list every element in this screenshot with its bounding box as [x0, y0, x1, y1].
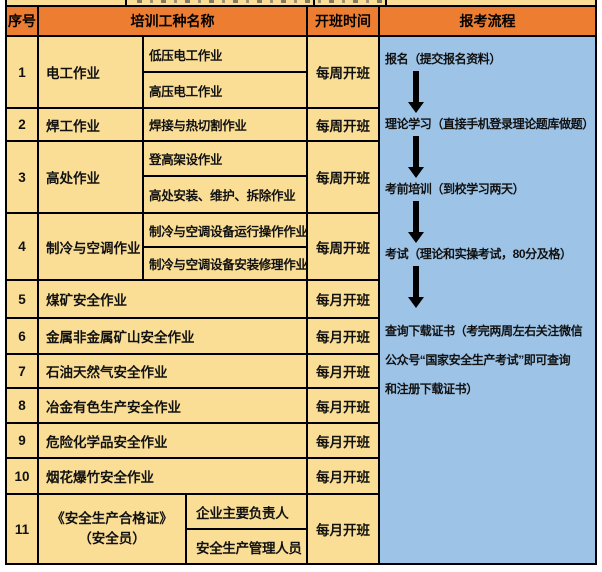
row-11-split-cell: 《安全生产合格证》 （安全员） 企业主要负责人 安全生产管理人员 — [39, 495, 306, 563]
row-7-course-name: 石油天然气安全作业 — [39, 355, 306, 387]
row-11-number: 11 — [7, 495, 37, 563]
arrow-down-icon — [408, 136, 424, 178]
flow-step-theory-study: 理论学习（直接手机登录理论题库做题） — [385, 117, 594, 131]
flow-final-line: 和注册下载证书） — [385, 382, 478, 396]
row-5-start-time: 每月开班 — [308, 281, 378, 317]
arrow-down-icon — [408, 266, 424, 308]
row-3-sub-item: 登高架设作业 — [144, 142, 306, 175]
header-registration-process: 报考流程 — [380, 7, 595, 35]
row-11-category: 《安全生产合格证》 （安全员） — [39, 495, 185, 563]
row-11-start-time: 每月开班 — [308, 495, 378, 563]
row-2-start-time: 每周开班 — [308, 109, 378, 140]
divider — [125, 0, 127, 5]
row-7-number: 7 — [7, 355, 37, 387]
row-9-course-name: 危险化学品安全作业 — [39, 424, 306, 457]
row-3-sub-item: 高处安装、维护、拆除作业 — [144, 177, 306, 212]
registration-process-flow: 报名（提交报名资料） 理论学习（直接手机登录理论题库做题） 考前培训（到校学习两… — [380, 37, 595, 563]
row-1-start-time: 每周开班 — [308, 37, 378, 107]
row-10-number: 10 — [7, 459, 37, 493]
row-6-number: 6 — [7, 319, 37, 353]
row-5-number: 5 — [7, 281, 37, 317]
training-schedule-table: 序号 培训工种名称 开班时间 报考流程 1 电工作业 低压电工作业 高压电工作业… — [5, 0, 597, 565]
divider — [385, 0, 387, 5]
row-1-sub-item: 高压电工作业 — [144, 73, 306, 107]
arrow-down-icon — [408, 201, 424, 243]
row-11-sub-item: 安全生产管理人员 — [187, 530, 306, 563]
row-4-sub-item: 制冷与空调设备运行操作作业 — [144, 214, 308, 246]
row-3-start-time: 每周开班 — [308, 142, 378, 212]
row-6-course-name: 金属非金属矿山安全作业 — [39, 319, 306, 353]
table-grid: 序号 培训工种名称 开班时间 报考流程 1 电工作业 低压电工作业 高压电工作业… — [5, 5, 597, 565]
flow-step-pre-exam-training: 考前培训（到校学习两天） — [385, 182, 525, 196]
clipped-text-remnant — [137, 0, 382, 3]
row-1-number: 1 — [7, 37, 37, 107]
row-4-category: 制冷与空调作业 — [39, 214, 142, 279]
row-3-category: 高处作业 — [39, 142, 142, 212]
row-8-number: 8 — [7, 389, 37, 422]
clipped-previous-row — [5, 0, 597, 5]
row-10-start-time: 每月开班 — [308, 459, 378, 493]
arrow-down-icon — [408, 71, 424, 113]
row-5-course-name: 煤矿安全作业 — [39, 281, 306, 317]
header-start-time: 开班时间 — [308, 7, 378, 35]
header-course-name: 培训工种名称 — [39, 7, 306, 35]
row-2-category: 焊工作业 — [39, 109, 142, 140]
row-6-start-time: 每月开班 — [308, 319, 378, 353]
row-11-sub-item: 企业主要负责人 — [187, 495, 306, 528]
row-8-start-time: 每月开班 — [308, 389, 378, 422]
flow-step-exam: 考试（理论和实操考试，80分及格） — [385, 247, 572, 261]
flow-step-register: 报名（提交报名资料） — [385, 52, 502, 66]
row-4-number: 4 — [7, 214, 37, 279]
row-4-sub-item: 制冷与空调设备安装修理作业 — [144, 248, 308, 279]
row-7-start-time: 每月开班 — [308, 355, 378, 387]
row-2-number: 2 — [7, 109, 37, 140]
flow-step-download-certificate: 查询下载证书（考完两周左右关注微信 公众号“国家安全生产考试”即可查询 和注册下… — [385, 317, 595, 404]
row-11-category-line: 《安全生产合格证》 — [51, 511, 173, 526]
row-1-sub-item: 低压电工作业 — [144, 37, 306, 71]
header-serial-number: 序号 — [7, 7, 37, 35]
row-9-number: 9 — [7, 424, 37, 457]
row-1-category: 电工作业 — [39, 37, 142, 107]
row-11-category-line: （安全员） — [78, 531, 146, 546]
row-2-sub-item: 焊接与热切割作业 — [144, 109, 306, 140]
row-3-number: 3 — [7, 142, 37, 212]
flow-final-line: 查询下载证书（考完两周左右关注微信 — [385, 324, 583, 338]
flow-final-line: 公众号“国家安全生产考试”即可查询 — [385, 353, 571, 367]
row-10-course-name: 烟花爆竹安全作业 — [39, 459, 306, 493]
row-4-start-time: 每周开班 — [308, 214, 378, 279]
row-9-start-time: 每月开班 — [308, 424, 378, 457]
row-8-course-name: 冶金有色生产安全作业 — [39, 389, 306, 422]
